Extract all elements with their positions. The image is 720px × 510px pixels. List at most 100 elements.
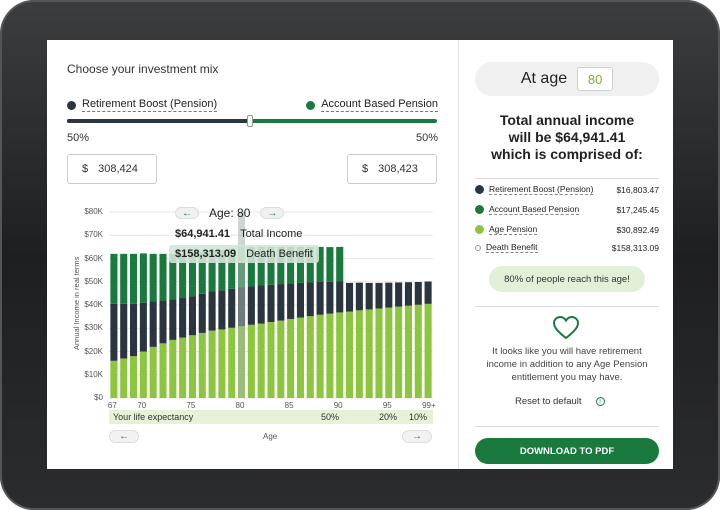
bar-segment[interactable] [198,332,206,398]
bar-segment[interactable] [346,282,354,312]
bar-segment[interactable] [179,298,187,338]
bar-segment[interactable] [395,306,403,398]
bar-segment[interactable] [375,282,383,309]
bar-segment[interactable] [198,251,206,294]
option-retirement-boost[interactable]: Retirement Boost (Pension) [67,98,218,112]
bar-segment[interactable] [139,302,147,352]
scroll-left-button[interactable]: ← [109,430,139,443]
bar-segment[interactable] [120,253,128,304]
bar-segment[interactable] [247,286,255,325]
info-icon[interactable]: i [595,397,605,406]
bar-segment[interactable] [277,246,285,285]
bar-segment[interactable] [130,303,138,357]
bar-segment[interactable] [385,282,393,308]
bar-segment[interactable] [424,303,432,398]
bar-segment[interactable] [228,327,236,398]
bar-segment[interactable] [169,339,177,398]
bar-segment[interactable] [375,308,383,398]
age-input[interactable]: 80 [577,67,614,91]
bar-segment[interactable] [287,318,295,398]
bar-segment[interactable] [404,305,412,398]
bar-segment[interactable] [188,296,196,336]
scroll-right-button[interactable]: → [402,430,432,443]
bar-segment[interactable] [287,283,295,319]
bar-segment[interactable] [110,253,118,304]
bar-segment[interactable] [424,281,432,304]
bar-segment[interactable] [228,248,236,289]
bar-segment[interactable] [355,310,363,398]
bar-segment[interactable] [346,311,354,398]
bar-segment[interactable] [306,316,314,398]
bar-segment[interactable] [316,314,324,398]
bar-segment[interactable] [326,313,334,398]
bar-segment[interactable] [296,246,304,283]
bar-segment[interactable] [208,330,216,398]
bar-segment[interactable] [316,246,324,282]
bar-segment[interactable] [257,285,265,324]
prev-age-button[interactable]: ← [175,207,199,219]
bar-segment[interactable] [179,253,187,299]
bar-segment[interactable] [326,247,334,282]
legend-label[interactable]: Account Based Pension [489,204,580,215]
bar-segment[interactable] [316,281,324,315]
bar-segment[interactable] [365,309,373,398]
bar-segment[interactable] [130,253,138,304]
bar-segment[interactable] [336,281,344,313]
reset-link[interactable]: Reset to default i [515,396,605,407]
bar-segment[interactable] [120,358,128,398]
bar-segment[interactable] [179,337,187,398]
bar-segment[interactable] [326,281,334,314]
bar-segment[interactable] [208,291,216,331]
bar-segment[interactable] [130,356,138,398]
bar-segment[interactable] [149,346,157,398]
bar-segment[interactable] [257,246,265,286]
bar-segment[interactable] [228,288,236,328]
next-age-button[interactable]: → [260,207,285,219]
bar-segment[interactable] [247,246,255,287]
bar-segment[interactable] [159,300,167,344]
option-a-amount-input[interactable]: $ 308,424 [67,154,157,184]
bar-segment[interactable] [218,249,226,291]
bar-segment[interactable] [208,250,216,292]
bar-segment[interactable] [296,317,304,398]
bar-segment[interactable] [110,303,118,361]
bar-segment[interactable] [414,304,422,398]
bar-segment[interactable] [188,335,196,398]
bar-segment[interactable] [277,320,285,398]
legend-label[interactable]: Retirement Boost (Pension) [489,184,594,195]
bar-segment[interactable] [257,323,265,398]
bar-segment[interactable] [404,282,412,306]
bar-segment[interactable] [159,343,167,398]
bar-segment[interactable] [287,246,295,284]
bar-segment[interactable] [267,321,275,398]
bar-segment[interactable] [395,282,403,307]
bar-segment[interactable] [159,253,167,301]
download-pdf-button[interactable]: DOWNLOAD TO PDF [475,438,659,464]
bar-segment[interactable] [414,281,422,305]
bar-segment[interactable] [267,246,275,285]
bar-segment[interactable] [306,246,314,283]
bar-segment[interactable] [306,282,314,317]
bar-segment[interactable] [385,307,393,398]
bar-segment[interactable] [365,282,373,310]
bar-segment[interactable] [336,312,344,398]
bar-segment[interactable] [218,329,226,398]
slider-handle[interactable] [247,115,253,127]
option-account-based[interactable]: Account Based Pension [306,98,438,112]
bar-segment[interactable] [277,284,285,321]
bar-segment[interactable] [355,282,363,311]
bar-segment[interactable] [149,253,157,302]
legend-label[interactable]: Death Benefit [486,242,538,253]
bar-segment[interactable] [296,282,304,318]
bar-segment[interactable] [188,253,196,297]
bar-segment[interactable] [139,253,147,303]
bar-segment[interactable] [169,253,177,300]
bar-segment[interactable] [110,360,118,398]
mix-slider[interactable] [67,115,437,127]
bar-segment[interactable] [169,299,177,340]
legend-label[interactable]: Age Pension [489,224,538,235]
bar-segment[interactable] [198,293,206,333]
option-b-amount-input[interactable]: $ 308,423 [347,154,437,184]
bar-segment[interactable] [139,351,147,399]
bar-segment[interactable] [267,284,275,322]
